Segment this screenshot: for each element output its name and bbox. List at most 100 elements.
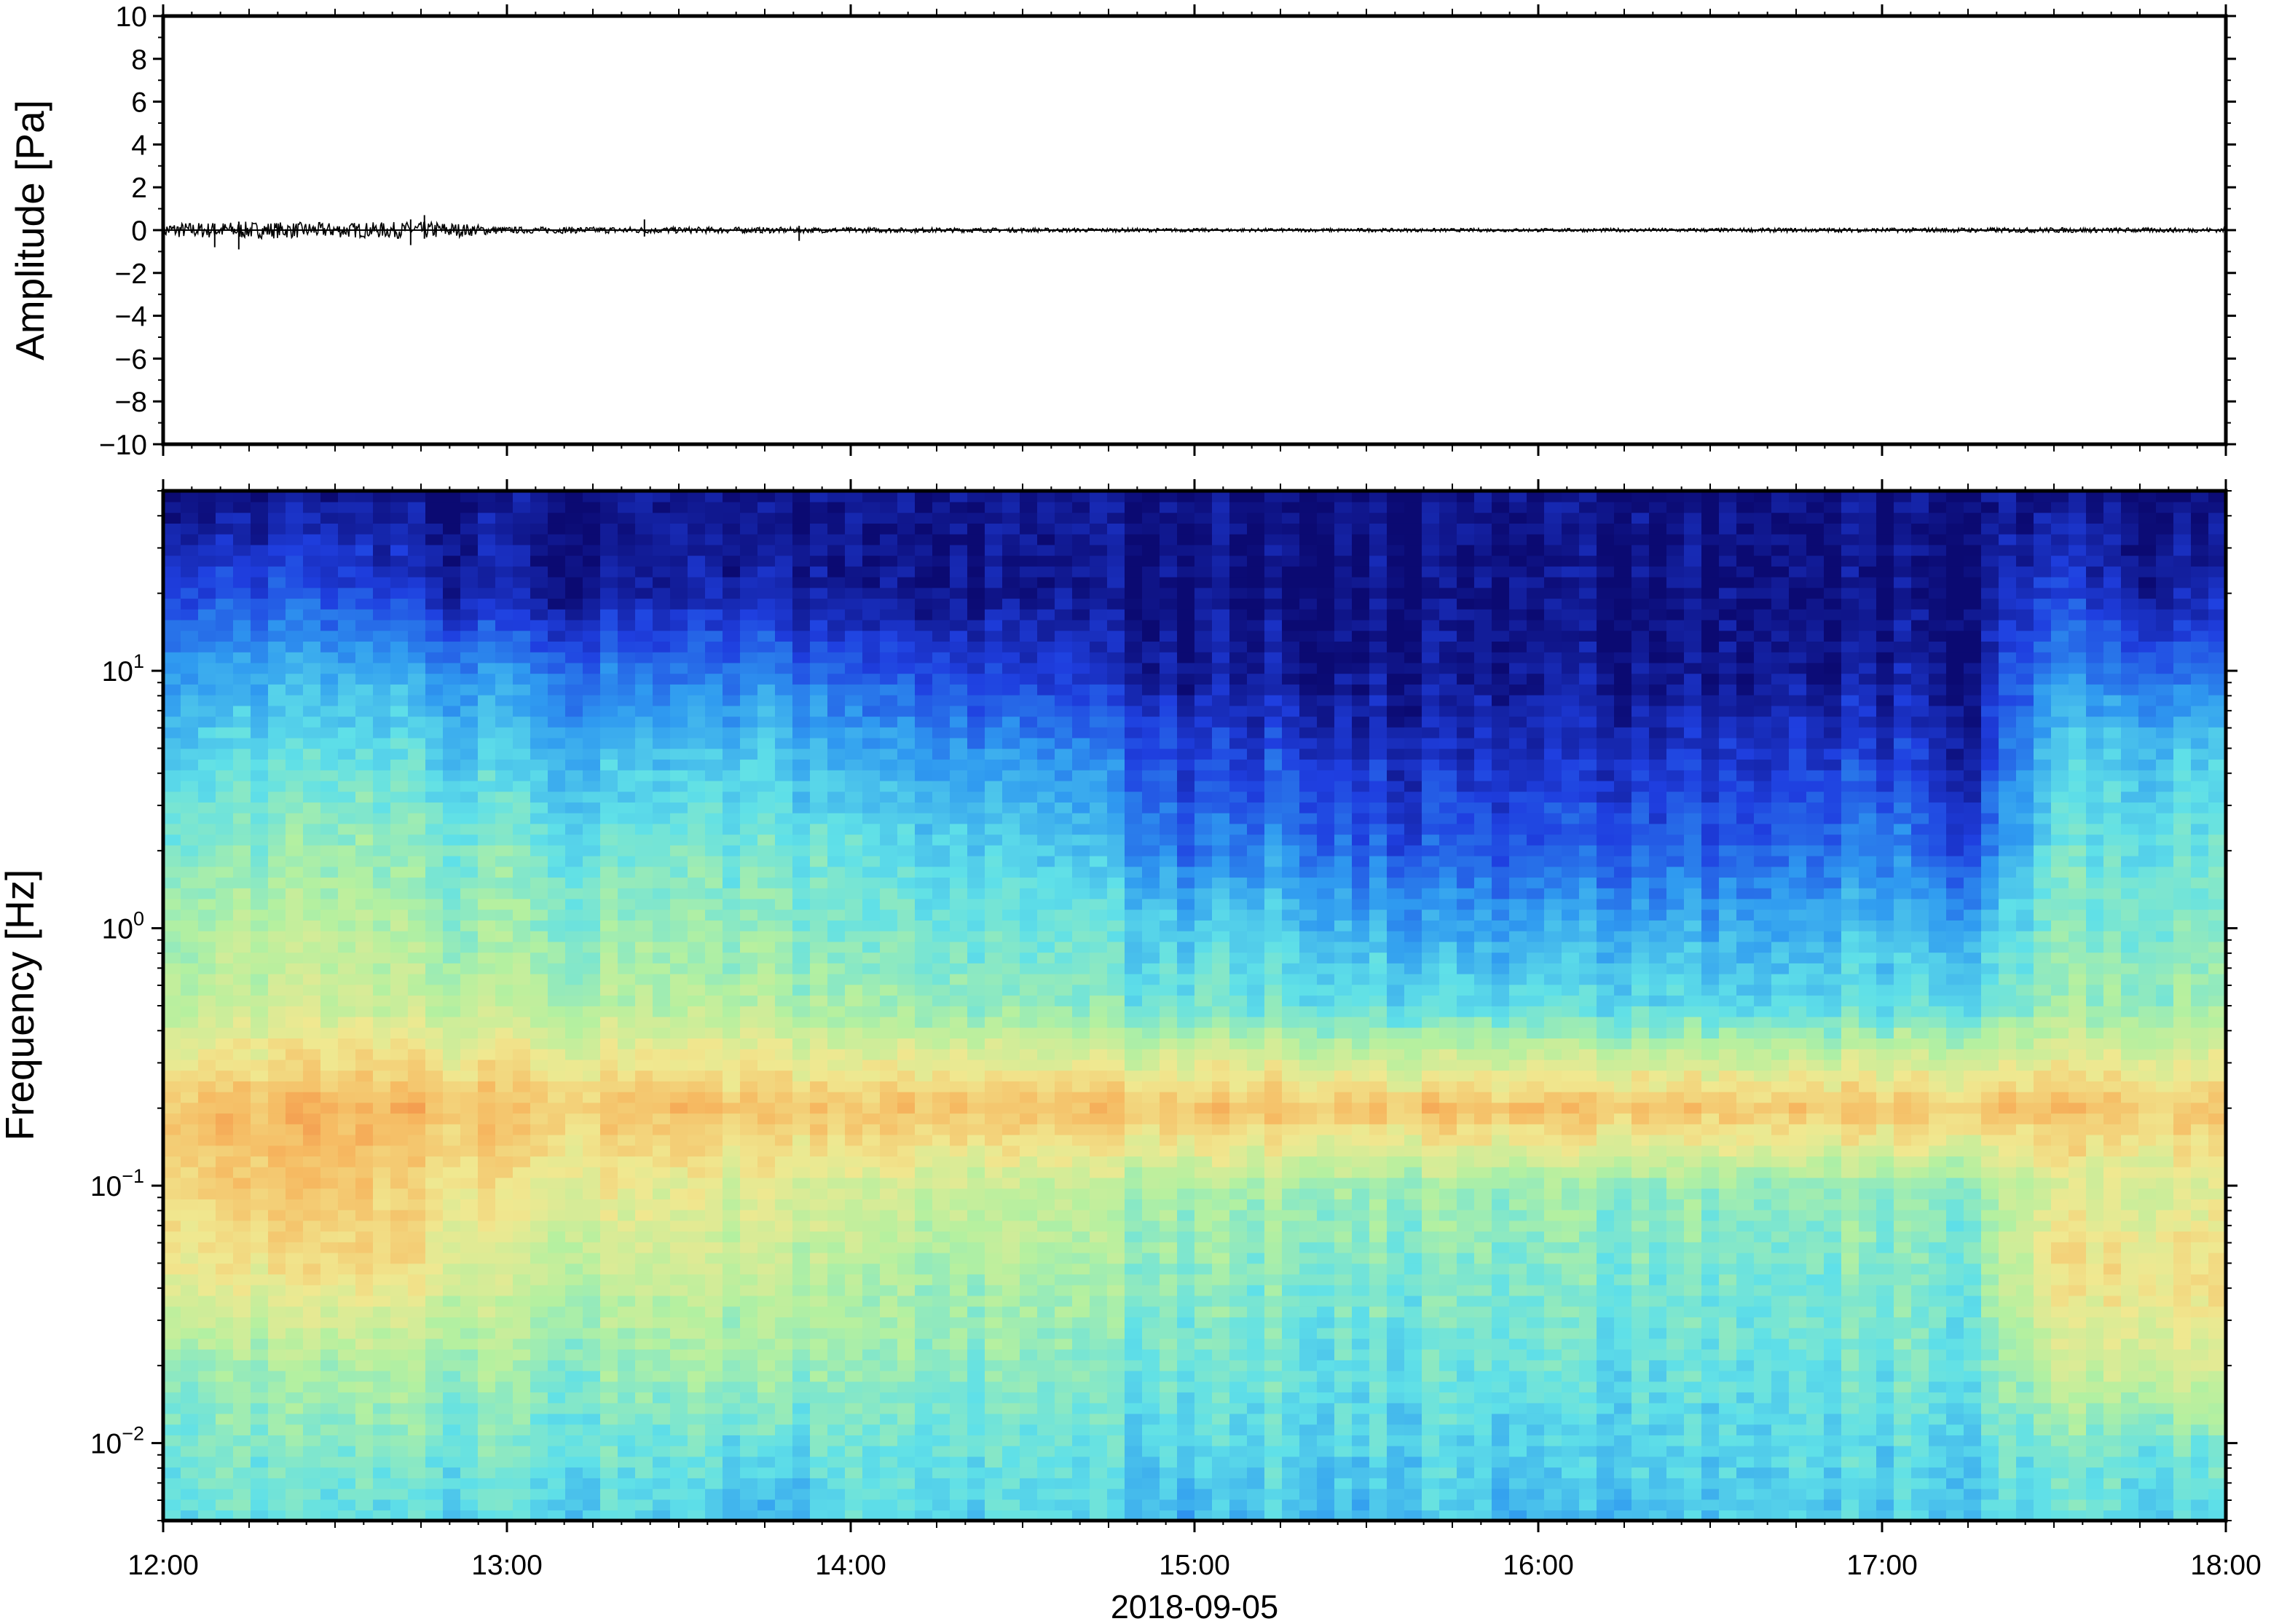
spectrogram-cell bbox=[600, 780, 618, 792]
spectrogram-cell bbox=[513, 1435, 531, 1446]
spectrogram-cell bbox=[425, 941, 444, 953]
spectrogram-cell bbox=[320, 566, 339, 578]
spectrogram-cell bbox=[548, 1102, 566, 1114]
spectrogram-cell bbox=[478, 802, 496, 813]
spectrogram-cell bbox=[1002, 1231, 1020, 1242]
spectrogram-cell bbox=[460, 533, 479, 545]
spectrogram-cell bbox=[915, 630, 933, 642]
spectrogram-cell bbox=[792, 609, 811, 620]
spectrogram-cell bbox=[775, 769, 793, 781]
spectrogram-cell bbox=[286, 1091, 304, 1103]
spectrogram-cell bbox=[1002, 995, 1020, 1006]
spectrogram-cell bbox=[373, 1070, 391, 1081]
spectrogram-cell bbox=[495, 1467, 513, 1478]
spectrogram-cell bbox=[635, 587, 653, 599]
spectrogram-cell bbox=[251, 769, 269, 781]
spectrogram-cell bbox=[600, 1059, 618, 1071]
spectrogram-cell bbox=[950, 694, 968, 706]
spectrogram-cell bbox=[897, 1242, 916, 1253]
spectrogram-cell bbox=[757, 1145, 776, 1157]
spectrogram-cell bbox=[338, 501, 356, 513]
spectrogram-cell bbox=[286, 834, 304, 845]
spectrogram-cell bbox=[530, 1317, 548, 1328]
spectrogram-cell bbox=[740, 769, 758, 781]
spectrogram-cell bbox=[792, 641, 811, 653]
spectrogram-cell bbox=[792, 1199, 811, 1210]
spectrogram-cell bbox=[635, 1166, 653, 1178]
spectrogram-cell bbox=[705, 769, 723, 781]
spectrogram-cell bbox=[1002, 1456, 1020, 1468]
spectrogram-cell bbox=[827, 995, 846, 1006]
spectrogram-cell bbox=[460, 1134, 479, 1146]
spectrogram-cell bbox=[355, 1317, 374, 1328]
spectrogram-cell bbox=[338, 705, 356, 717]
spectrogram-cell bbox=[233, 930, 251, 942]
spectrogram-cell bbox=[408, 1177, 426, 1189]
spectrogram-cell bbox=[1020, 1016, 1038, 1028]
spectrogram-cell bbox=[233, 877, 251, 888]
spectrogram-cell bbox=[565, 1306, 583, 1317]
spectrogram-cell bbox=[635, 501, 653, 513]
spectrogram-cell bbox=[723, 1306, 741, 1317]
spectrogram-cell bbox=[583, 609, 601, 620]
spectrogram-cell bbox=[827, 984, 846, 996]
spectrogram-cell bbox=[286, 1113, 304, 1124]
spectrogram-cell bbox=[600, 1102, 618, 1114]
spectrogram-cell bbox=[653, 501, 671, 513]
spectrogram-cell bbox=[845, 705, 863, 717]
spectrogram-cell bbox=[967, 1188, 985, 1199]
spectrogram-cell bbox=[880, 1209, 898, 1221]
spectrogram-cell bbox=[740, 1349, 758, 1360]
spectrogram-cell bbox=[198, 544, 216, 556]
spectrogram-cell bbox=[1002, 1338, 1020, 1350]
spectrogram-cell bbox=[495, 920, 513, 931]
spectrogram-cell bbox=[443, 759, 461, 770]
spectrogram-cell bbox=[495, 1134, 513, 1146]
spectrogram-cell bbox=[740, 533, 758, 545]
spectrogram-cell bbox=[163, 651, 181, 663]
spectrogram-cell bbox=[181, 791, 199, 803]
spectrogram-cell bbox=[757, 1488, 776, 1500]
spectrogram-cell bbox=[670, 523, 688, 535]
spectrogram-cell bbox=[583, 1295, 601, 1307]
spectrogram-cell bbox=[757, 984, 776, 996]
spectrogram-cell bbox=[967, 1199, 985, 1210]
spectrogram-cell bbox=[653, 823, 671, 835]
spectrogram-cell bbox=[862, 1306, 881, 1317]
spectrogram-cell bbox=[932, 984, 950, 996]
spectrogram-cell bbox=[548, 1188, 566, 1199]
spectrogram-cell bbox=[303, 1102, 321, 1114]
spectrogram-cell bbox=[181, 759, 199, 770]
spectrogram-cell bbox=[513, 780, 531, 792]
spectrogram-cell bbox=[181, 973, 199, 985]
spectrogram-cell bbox=[548, 1467, 566, 1478]
spectrogram-cell bbox=[950, 823, 968, 835]
spectrogram-cell bbox=[233, 823, 251, 835]
spectrogram-cell bbox=[810, 1370, 828, 1382]
spectrogram-cell bbox=[740, 1006, 758, 1017]
spectrogram-cell bbox=[792, 1488, 811, 1500]
spectrogram-cell bbox=[303, 576, 321, 588]
spectrogram-cell bbox=[653, 1006, 671, 1017]
spectrogram-cell bbox=[198, 898, 216, 910]
spectrogram-cell bbox=[216, 759, 234, 770]
spectrogram-cell bbox=[548, 673, 566, 685]
spectrogram-cell bbox=[181, 748, 199, 760]
spectrogram-cell bbox=[932, 1091, 950, 1103]
spectrogram-cell bbox=[618, 1467, 636, 1478]
spectrogram-cell bbox=[1002, 759, 1020, 770]
spectrogram-cell bbox=[1020, 684, 1038, 695]
spectrogram-cell bbox=[1002, 963, 1020, 974]
spectrogram-cell bbox=[880, 727, 898, 738]
spectrogram-cell bbox=[565, 1059, 583, 1071]
spectrogram-cell bbox=[967, 1510, 985, 1521]
spectrogram-cell bbox=[827, 1038, 846, 1049]
spectrogram-cell bbox=[478, 1478, 496, 1489]
spectrogram-cell bbox=[513, 1220, 531, 1232]
spectrogram-cell bbox=[967, 748, 985, 760]
spectrogram-cell bbox=[565, 780, 583, 792]
spectrogram-cell bbox=[513, 973, 531, 985]
spectrogram-cell bbox=[548, 1263, 566, 1275]
spectrogram-cell bbox=[688, 834, 706, 845]
spectrogram-cell bbox=[216, 1220, 234, 1232]
